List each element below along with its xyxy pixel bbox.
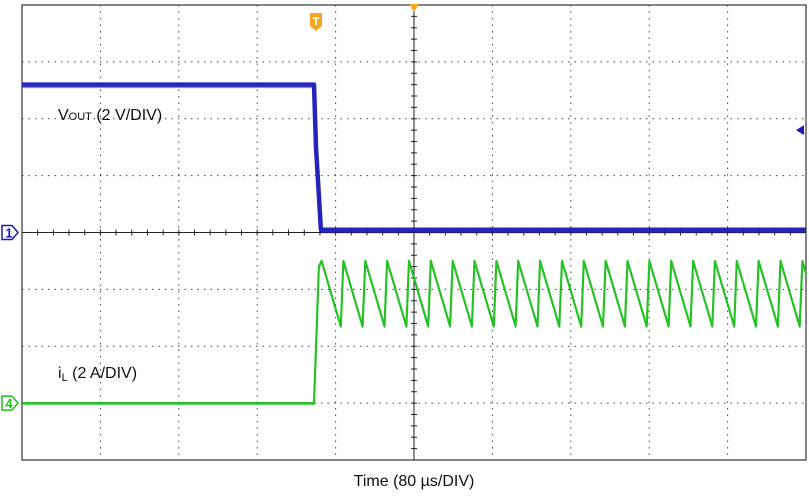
channel-1-marker: [1, 224, 19, 241]
trace-vout-noise: [22, 87, 806, 234]
x-axis-label: Time (80 µs/DIV): [354, 473, 475, 490]
trigger-level-marker: [796, 125, 804, 136]
vout-label: VOUT (2 V/DIV): [58, 107, 162, 124]
channel-4-number: 4: [5, 396, 13, 411]
inductor-current-label: iL (2 A/DIV): [58, 365, 137, 384]
channel-4-marker: [1, 395, 19, 411]
trigger-marker: [310, 13, 322, 31]
channel-1-number: 1: [5, 226, 12, 241]
trigger-letter: T: [313, 16, 320, 28]
trace-inductor-current-noise: [22, 260, 807, 406]
traces: [22, 82, 808, 406]
timebase-center-marker: [409, 4, 419, 12]
channel-markers: 1 4 T: [1, 4, 804, 411]
